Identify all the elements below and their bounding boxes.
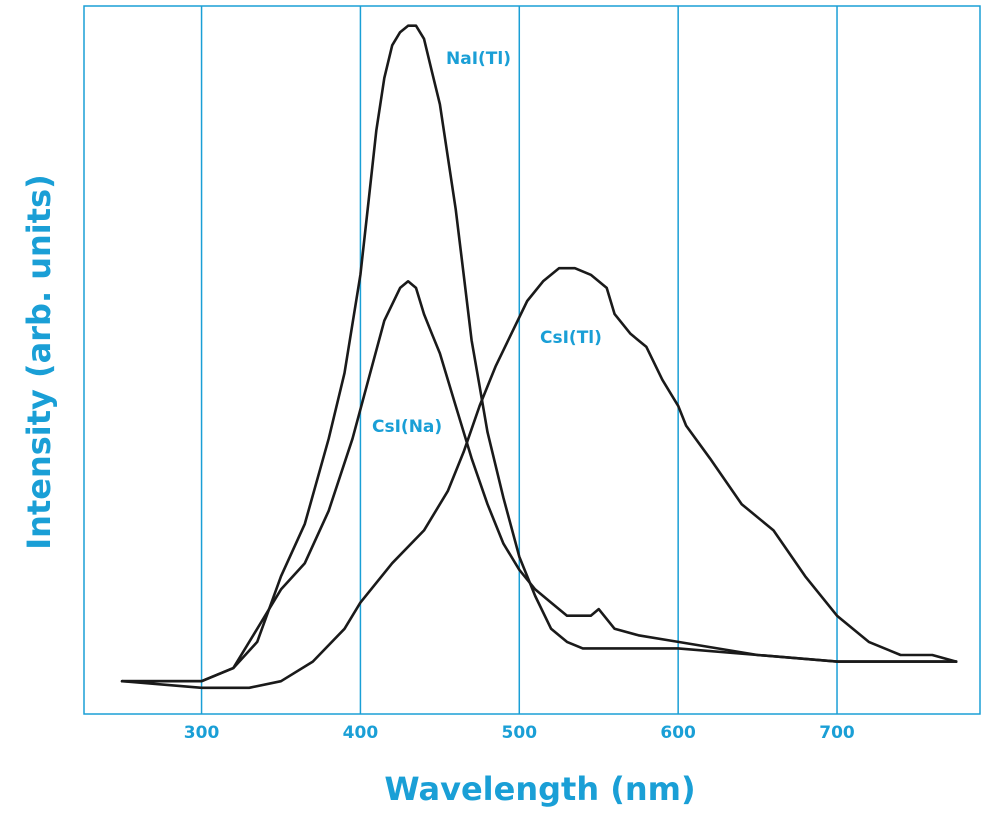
x-tick-label-400: 400 — [343, 723, 379, 743]
series-line-csi-tl — [120, 266, 958, 690]
x-tick-label-300: 300 — [184, 723, 220, 743]
series-line-csi-na — [120, 279, 958, 683]
x-tick-label-500: 500 — [502, 723, 538, 743]
x-tick-labels: 300 400 500 600 700 — [184, 723, 855, 743]
series-label-csi-tl: CsI(Tl) — [540, 328, 602, 348]
series-label-nai-tl: NaI(Tl) — [446, 49, 511, 69]
x-axis-title: Wavelength (nm) — [384, 770, 695, 808]
y-axis-title: Intensity (arb. units) — [20, 174, 58, 549]
plot-frame — [83, 5, 981, 715]
x-tick-label-600: 600 — [660, 723, 696, 743]
grid-lines — [200, 6, 838, 714]
x-tick-label-700: 700 — [819, 723, 855, 743]
series-label-csi-na: CsI(Na) — [372, 417, 442, 437]
series-line-nai-tl — [120, 24, 958, 683]
series-curves — [120, 24, 958, 690]
